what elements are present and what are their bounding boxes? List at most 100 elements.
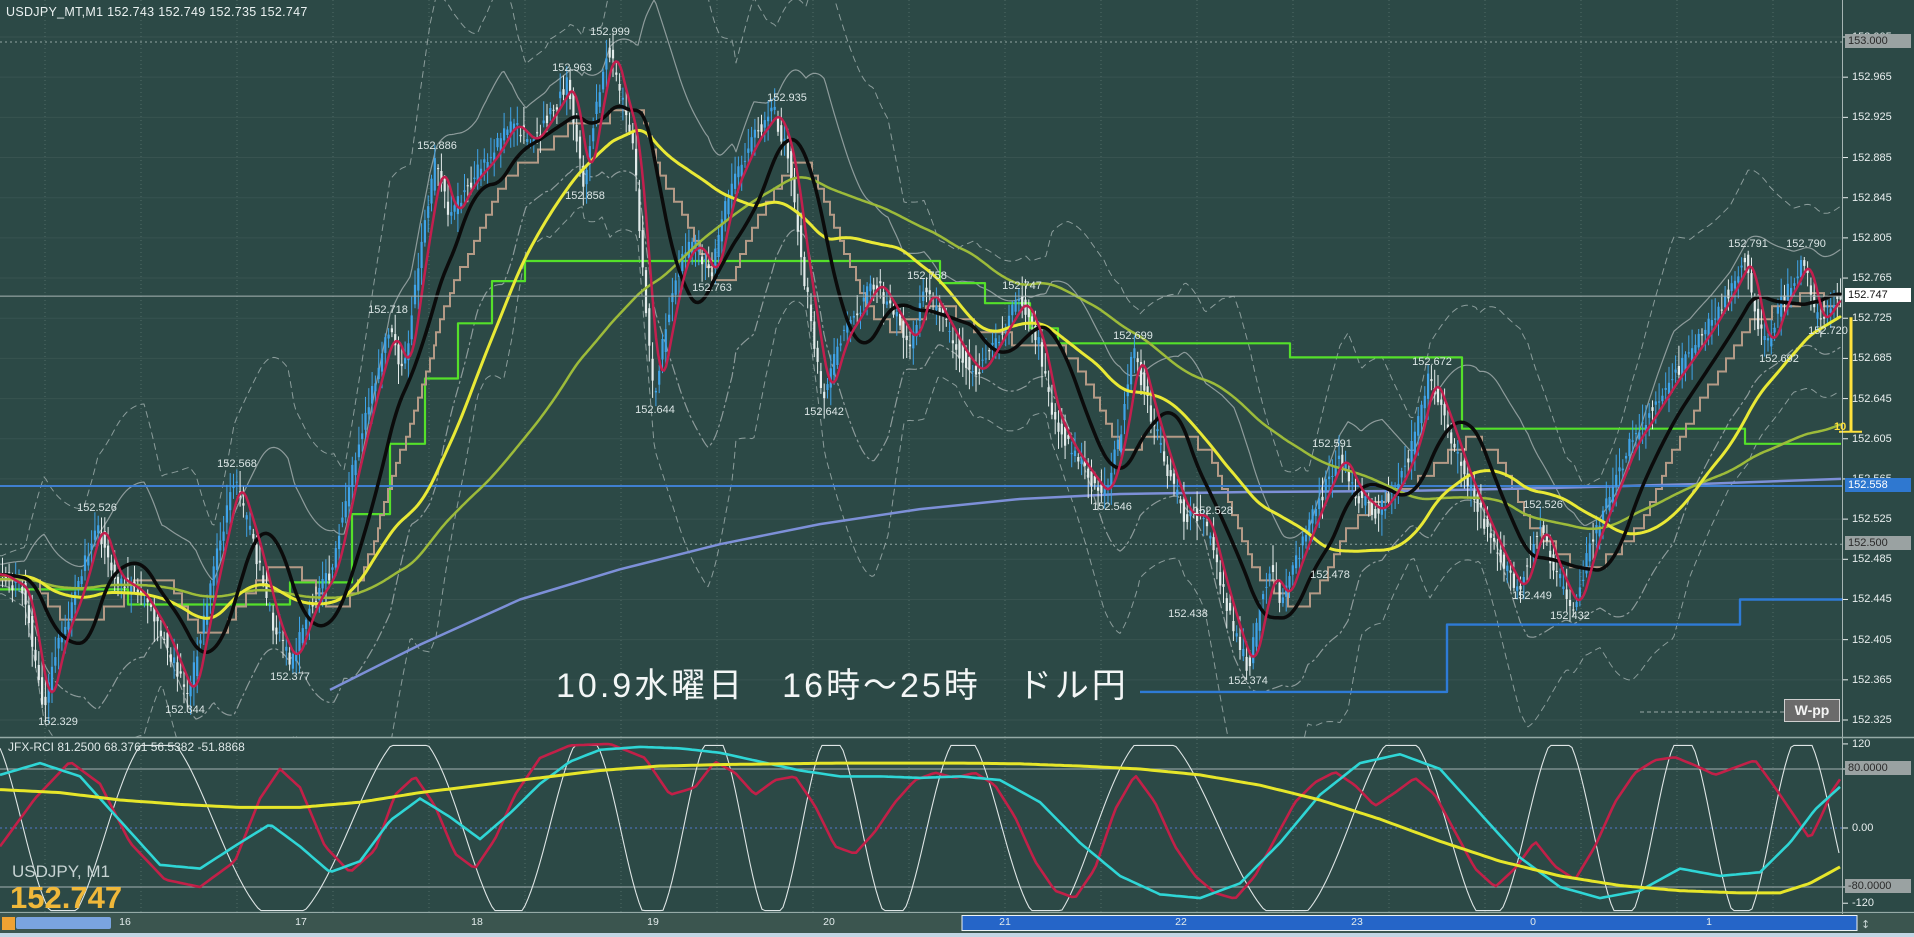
candle-body	[74, 591, 77, 605]
candle-body	[704, 258, 707, 260]
candle-body	[1090, 471, 1093, 487]
candle-body	[1285, 585, 1288, 597]
candle-body	[750, 137, 753, 152]
candle-body	[1819, 318, 1822, 320]
candle-body	[1654, 401, 1657, 405]
candle-body	[1575, 601, 1578, 607]
candle-body	[905, 335, 908, 341]
candle-body	[1697, 333, 1700, 348]
candle-body	[595, 101, 598, 114]
candle-body	[90, 543, 93, 551]
candle-body	[338, 535, 341, 550]
candle-body	[1572, 609, 1575, 611]
candle-body	[64, 626, 67, 634]
candle-body	[984, 358, 987, 360]
candle-body	[945, 318, 948, 320]
candle-body	[737, 166, 740, 178]
candle-body	[1783, 295, 1786, 304]
weekly-pivot-label[interactable]: W-pp	[1784, 699, 1840, 722]
candle-body	[466, 185, 469, 187]
candle-body	[486, 162, 489, 169]
rci-panel-area[interactable]	[0, 738, 1842, 913]
candle-body	[1509, 570, 1512, 573]
ma-slow-yellow	[0, 128, 1842, 620]
candle-body	[1608, 497, 1611, 511]
candle-body	[1334, 468, 1337, 476]
candle-body	[1413, 431, 1416, 455]
candle-body	[1829, 308, 1832, 313]
candle-body	[1120, 434, 1123, 453]
candle-body	[1460, 461, 1463, 466]
time-axis-label: 16	[119, 916, 131, 928]
candle-body	[1618, 467, 1621, 472]
candle-body	[496, 138, 499, 148]
candle-body	[166, 632, 169, 648]
candle-body	[1463, 460, 1466, 475]
candle-body	[1733, 280, 1737, 289]
candle-body	[120, 578, 123, 585]
tan-staircase-line	[0, 109, 1841, 634]
candle-body	[938, 307, 941, 313]
bollinger-upper	[0, 0, 1841, 581]
candle-body	[433, 158, 436, 191]
candle-body	[674, 280, 677, 295]
candle-body	[1740, 265, 1743, 268]
candle-body	[955, 344, 958, 350]
candle-body	[598, 92, 601, 107]
candle-body	[351, 464, 354, 487]
candle-body	[1130, 356, 1133, 385]
candle-body	[1093, 476, 1096, 484]
scrollbar-thumb[interactable]	[961, 915, 1858, 931]
candle-body	[724, 201, 727, 223]
candle-body	[463, 190, 466, 193]
candle-body	[1545, 534, 1548, 542]
candle-body	[582, 165, 585, 187]
candle-body	[842, 329, 846, 331]
candle-body	[664, 329, 667, 352]
candle-body	[1149, 405, 1152, 422]
candle-body	[1361, 489, 1364, 498]
candle-body	[951, 340, 954, 344]
candle-body	[1179, 499, 1182, 504]
candle-body	[803, 256, 806, 287]
candle-body	[813, 321, 816, 349]
candle-body	[11, 585, 14, 591]
candle-body	[1562, 586, 1565, 589]
candle-body	[1704, 329, 1707, 335]
price-axis-area[interactable]	[1843, 0, 1914, 913]
candle-body	[998, 341, 1001, 344]
candle-body	[1466, 473, 1469, 487]
candle-body	[328, 573, 331, 581]
candle-body	[1097, 487, 1100, 491]
candle-body	[1044, 371, 1047, 374]
candle-body	[516, 123, 519, 125]
candle-body	[1133, 348, 1136, 359]
candle-body	[347, 487, 351, 507]
candle-body	[1031, 316, 1034, 323]
candle-body	[54, 657, 57, 666]
candle-body	[1087, 468, 1090, 478]
candle-body	[225, 505, 228, 523]
candle-body	[390, 328, 393, 333]
candle-body	[77, 581, 80, 591]
candle-body	[1314, 509, 1317, 517]
candle-body	[245, 515, 248, 520]
candle-body	[1766, 338, 1770, 341]
candle-body	[1427, 373, 1430, 399]
candle-body	[305, 619, 308, 629]
candle-body	[364, 412, 367, 430]
scrollbar-mini-segment[interactable]	[16, 917, 111, 929]
candle-body	[1625, 456, 1628, 459]
candle-body	[1806, 270, 1809, 273]
candle-body	[1598, 525, 1601, 537]
scroll-to-end-icon[interactable]: ↕	[1861, 918, 1870, 931]
candle-body	[644, 270, 648, 314]
candle-body	[413, 284, 417, 305]
candle-body	[912, 331, 915, 349]
candle-body	[179, 671, 182, 674]
candle-body	[585, 169, 588, 185]
candle-body	[1565, 589, 1568, 599]
candle-body	[793, 179, 796, 203]
time-axis-label: 18	[471, 916, 483, 928]
